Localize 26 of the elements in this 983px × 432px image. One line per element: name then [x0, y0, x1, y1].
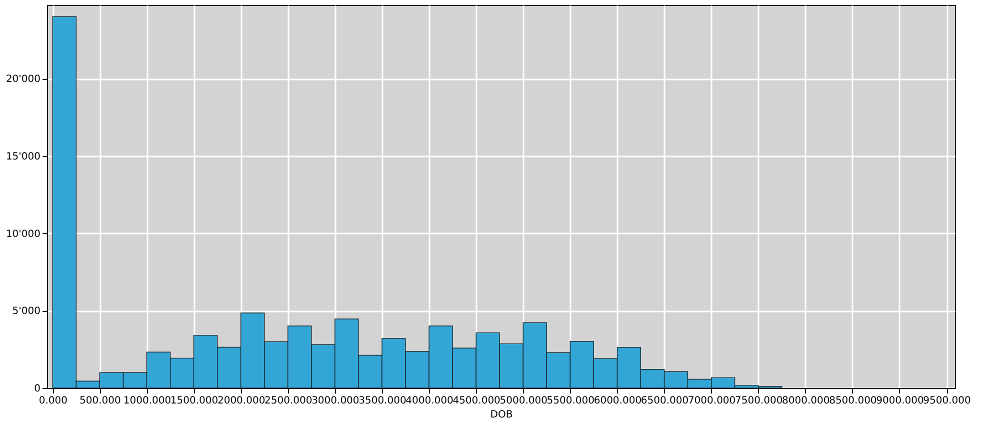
x-tick-label: 9500.000 [923, 396, 971, 406]
y-tick-label: 15'000 [6, 151, 40, 162]
x-tick-label: 1500.000 [170, 396, 218, 406]
x-tick-label: 2000.000 [217, 396, 266, 406]
x-tick-label: 9000.000 [876, 396, 924, 406]
x-tick-label: 8000.000 [782, 396, 830, 406]
x-tick-label: 8500.000 [829, 396, 877, 406]
x-tick-label: 7500.000 [734, 396, 783, 406]
x-tick-label: 4500.000 [452, 396, 500, 406]
y-tick-label: 0 [34, 384, 40, 394]
x-tick-label: 7000.000 [688, 396, 736, 406]
x-tick-label: 0.000 [38, 396, 68, 406]
x-tick-label: 2500.000 [264, 396, 312, 406]
x-tick-label: 5500.000 [546, 396, 595, 406]
x-tick-label: 6000.000 [594, 396, 642, 406]
x-tick-label: 5000.000 [500, 396, 548, 406]
x-tick-label: 3500.000 [358, 396, 406, 406]
x-tick-label: 500.000 [80, 396, 121, 406]
x-tick-label: 1000.000 [123, 396, 172, 406]
x-tick-label: 6500.000 [640, 396, 689, 406]
x-tick-label: 4000.000 [406, 396, 454, 406]
y-tick-label: 20'000 [6, 74, 40, 86]
y-tick-label: 10'000 [6, 228, 40, 240]
y-tick-label: 5'000 [12, 306, 40, 318]
x-axis-title: DOB [490, 410, 513, 420]
x-tick-label: 3000.000 [312, 396, 360, 406]
